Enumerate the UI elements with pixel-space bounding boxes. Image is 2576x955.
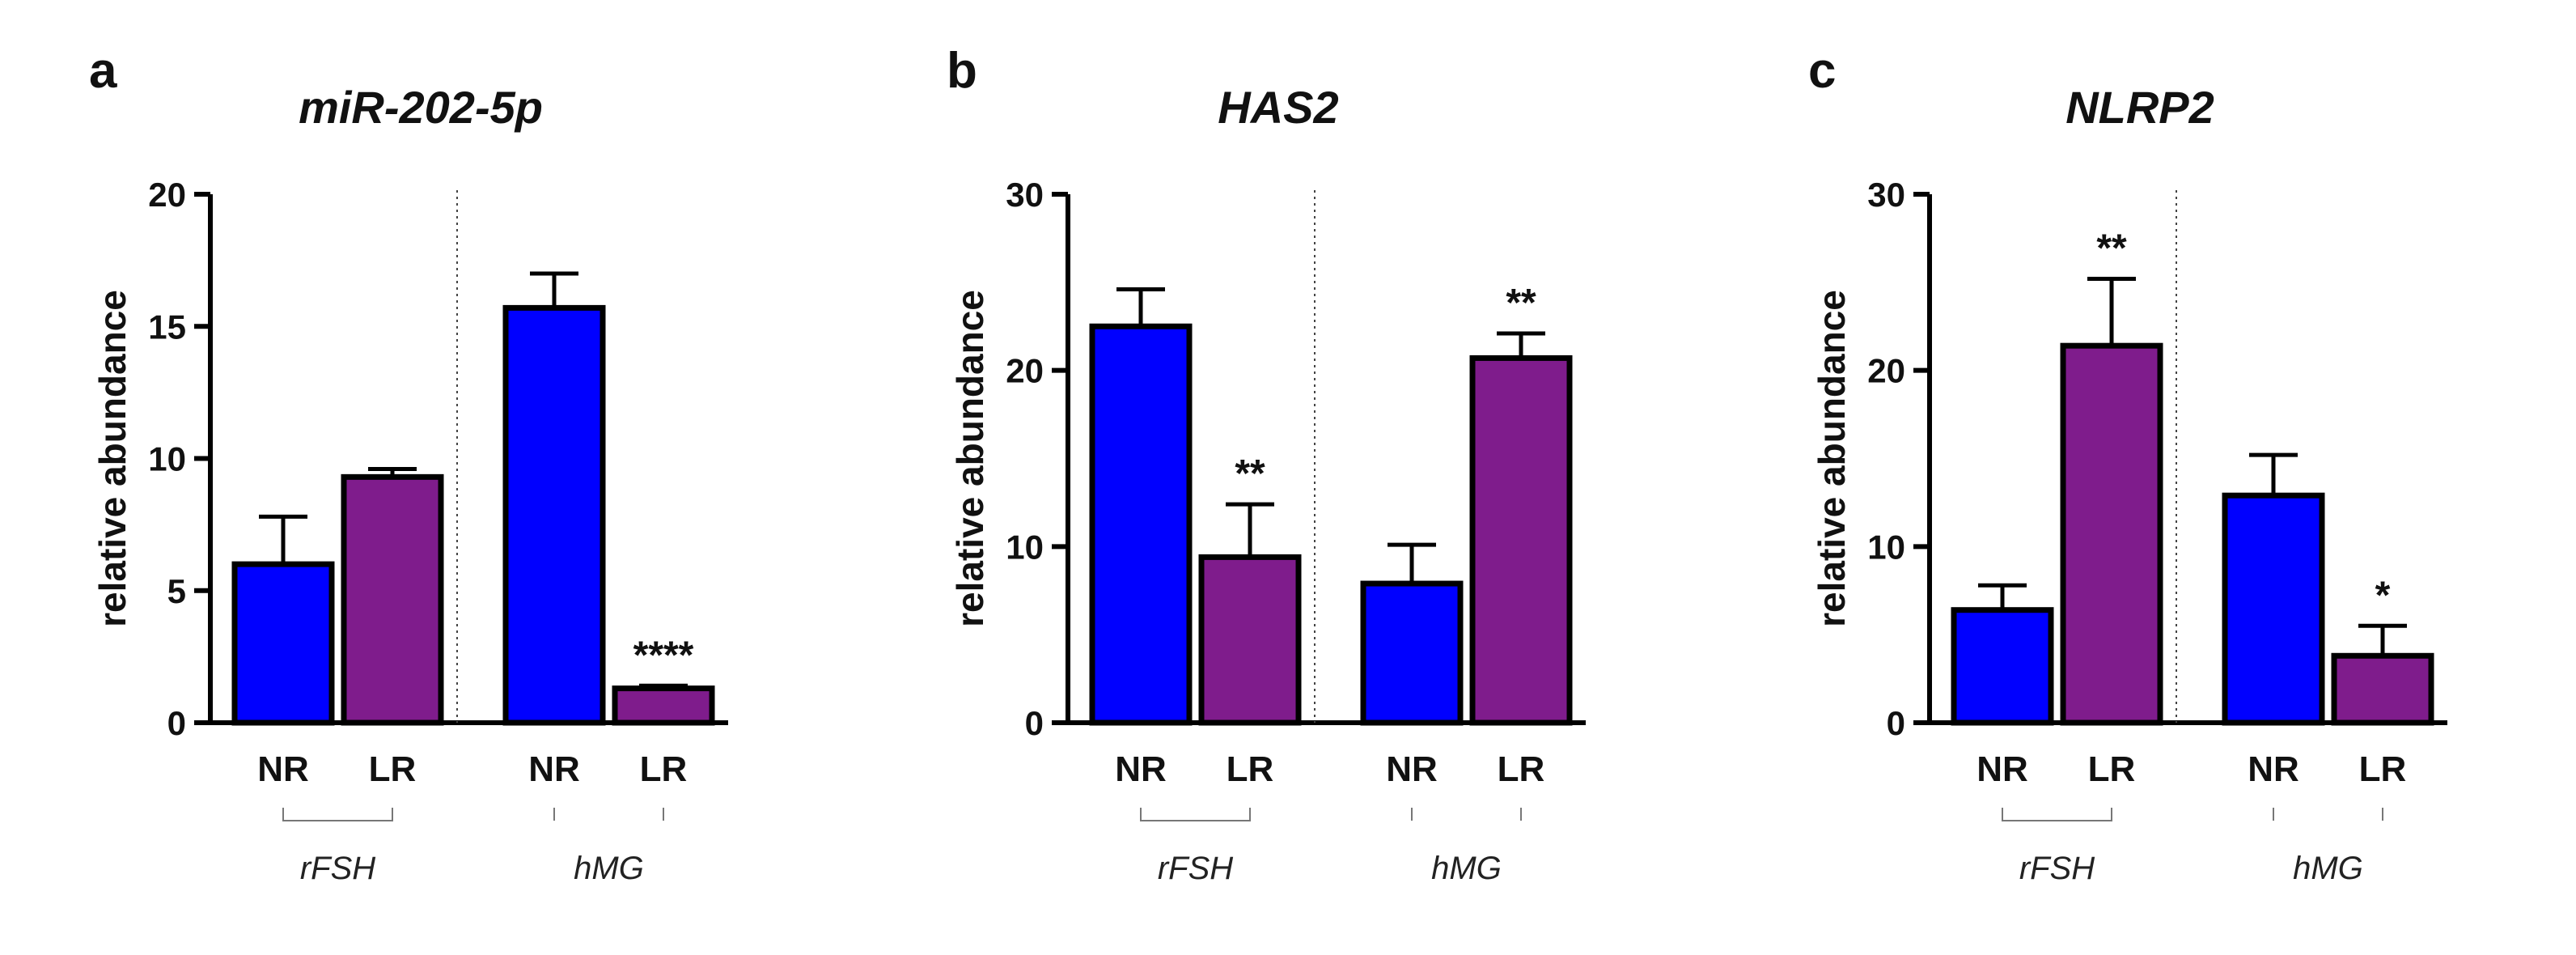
y-tick-label: 30 [1006, 176, 1044, 214]
chart-title: NLRP2 [2065, 82, 2214, 133]
bar [1360, 580, 1464, 726]
y-tick-label: 0 [167, 704, 186, 742]
y-tick-label: 15 [148, 308, 186, 346]
x-category-label: LR [1227, 749, 1274, 789]
y-tick-label: 5 [167, 572, 186, 610]
bar [1198, 554, 1302, 726]
x-category-label: NR [1115, 749, 1167, 789]
significance-marker: ** [2096, 227, 2127, 270]
significance-marker: ** [1506, 282, 1536, 325]
significance-marker: **** [633, 634, 694, 677]
group-label-rfsh: rFSH [2019, 851, 2095, 886]
y-tick-label: 0 [1025, 704, 1044, 742]
y-tick-label: 20 [1006, 352, 1044, 390]
panel-letter: a [89, 43, 117, 99]
y-tick-label: 0 [1887, 704, 1905, 742]
y-axis-label: relative abundance [91, 290, 133, 627]
panel-c: c NLRP2 relative abundance 0 10 20 30 NR LR ** NR L… [1808, 43, 2447, 886]
bar [231, 561, 335, 726]
y-tick-label: 10 [148, 440, 186, 478]
group-label-hmg: hMG [2293, 851, 2363, 886]
y-tick-label: 10 [1867, 528, 1905, 566]
x-category-label: NR [1386, 749, 1438, 789]
bar [502, 304, 606, 726]
y-tick-label: 30 [1867, 176, 1905, 214]
bar [1089, 323, 1193, 726]
bar [1469, 354, 1573, 726]
x-category-label: LR [1498, 749, 1545, 789]
panel-b: b HAS2 relative abundance 0 10 20 30 NR LR ** NR LR… [947, 43, 1586, 886]
x-category-label: NR [257, 749, 309, 789]
bar [341, 473, 444, 726]
group-bracket-rfsh [1140, 808, 1251, 821]
bar [1951, 607, 2054, 726]
x-category-label: LR [2088, 749, 2136, 789]
x-category-label: NR [1976, 749, 2028, 789]
group-bracket-rfsh [2002, 808, 2112, 821]
panel-letter: b [947, 43, 977, 99]
y-axis-label: relative abundance [1811, 290, 1853, 627]
group-bracket-rfsh [282, 808, 393, 821]
y-tick-label: 20 [148, 176, 186, 214]
chart-title: HAS2 [1218, 82, 1338, 133]
bar [2060, 342, 2163, 726]
group-label-rfsh: rFSH [300, 851, 375, 886]
group-label-hmg: hMG [574, 851, 644, 886]
group-label-rfsh: rFSH [1158, 851, 1233, 886]
x-category-label: NR [2248, 749, 2299, 789]
bar [2222, 492, 2325, 726]
x-category-label: LR [640, 749, 688, 789]
x-category-label: LR [2359, 749, 2407, 789]
y-axis-label: relative abundance [949, 290, 991, 627]
chart-title: miR-202-5p [299, 82, 543, 133]
x-category-label: LR [369, 749, 417, 789]
group-label-hmg: hMG [1431, 851, 1502, 886]
panel-a: a miR-202-5p relative abundance 0 5 10 15 20 NR L… [89, 43, 728, 886]
bar [2331, 652, 2434, 726]
panel-letter: c [1808, 43, 1836, 99]
bar [612, 685, 715, 726]
x-category-label: NR [528, 749, 580, 789]
significance-marker: ** [1235, 452, 1265, 495]
significance-marker: * [2375, 574, 2391, 617]
y-tick-label: 10 [1006, 528, 1044, 566]
y-tick-label: 20 [1867, 352, 1905, 390]
